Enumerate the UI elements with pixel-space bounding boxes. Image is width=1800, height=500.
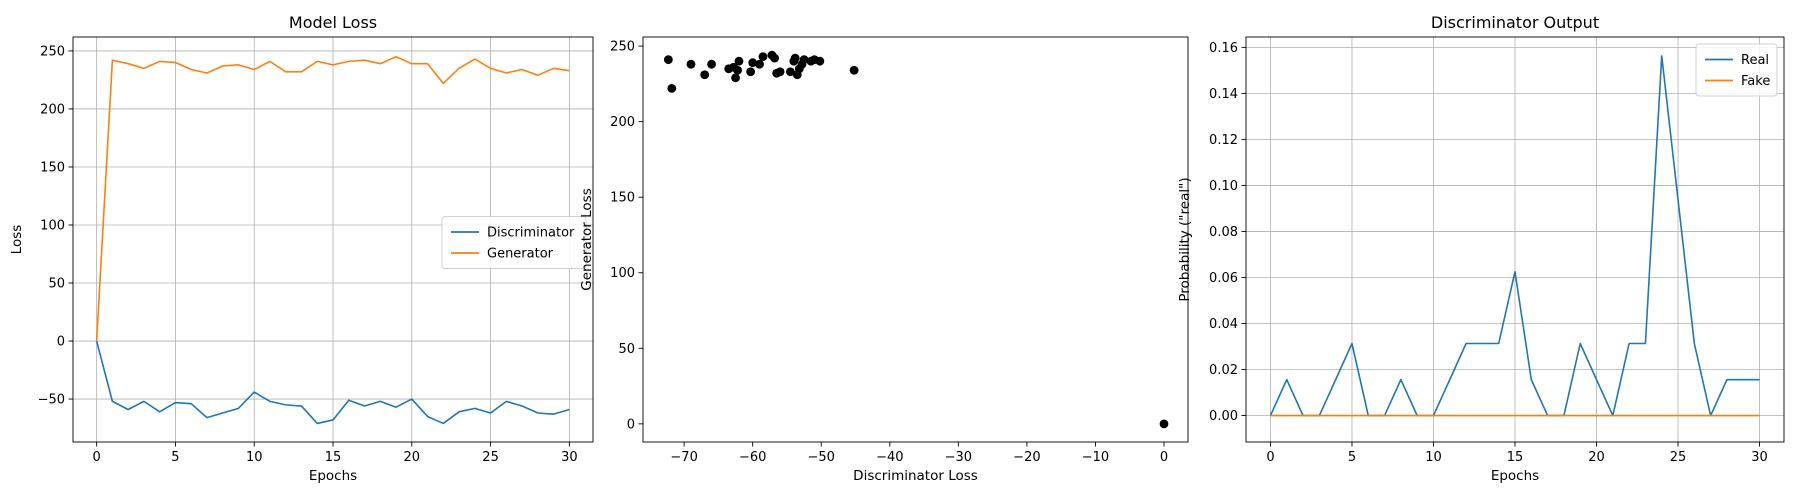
x-tick-label: 10 — [1425, 450, 1442, 465]
scatter-point — [785, 67, 795, 77]
scatter-point — [733, 65, 743, 75]
legend-label-generator: Generator — [487, 247, 554, 262]
scatter-point — [755, 59, 764, 69]
y-tick-label: 0.04 — [1209, 317, 1238, 332]
x-tick-label: 15 — [325, 450, 342, 465]
x-tick-label: 5 — [171, 450, 179, 465]
x-tick-label: −30 — [945, 450, 972, 465]
x-tick-label: 10 — [246, 450, 263, 465]
chart-title: Discriminator Output — [1431, 13, 1599, 32]
series-line-discriminator — [95, 340, 570, 425]
scatter-point — [731, 73, 740, 83]
y-axis-label: Loss — [9, 225, 25, 255]
scatter-point — [1159, 419, 1169, 429]
y-tick-label: 0.06 — [1209, 271, 1238, 286]
panel-model-loss: 0 5 10 15 20 25 30 −50 0 50 100 150 200 250 Epochs Loss… — [9, 13, 594, 484]
y-axis-label: Generator Loss — [579, 188, 595, 290]
x-tick-label: 15 — [1507, 450, 1524, 465]
x-tick-label: 5 — [1348, 450, 1356, 465]
x-tick-label: 0 — [92, 450, 100, 465]
scatter-point — [849, 65, 859, 75]
scatter-point — [815, 56, 825, 66]
legend-label-real: Real — [1741, 53, 1769, 68]
scatter-point — [707, 59, 716, 69]
series-line-generator — [95, 55, 570, 342]
scatter-point — [775, 67, 785, 77]
scatter-point — [700, 70, 710, 80]
y-axis-label: Probability ("real") — [1177, 177, 1193, 301]
y-tick-label: 50 — [618, 342, 635, 357]
y-tick-label: 100 — [610, 266, 635, 281]
chart-title: Model Loss — [289, 13, 377, 32]
y-tick-label: 0 — [627, 417, 635, 432]
legend: Real Fake — [1695, 43, 1778, 97]
scatter-point — [790, 53, 800, 63]
y-tick-label: 150 — [40, 160, 65, 175]
scatter-point — [686, 59, 696, 69]
legend-label-discriminator: Discriminator — [487, 226, 575, 241]
y-tick-label: 0 — [57, 335, 65, 350]
y-tick-label: 100 — [40, 218, 65, 233]
legend-box — [1695, 43, 1778, 97]
y-tick-label: 0.10 — [1209, 179, 1238, 194]
x-tick-label: 25 — [482, 450, 499, 465]
x-tick-label: −60 — [739, 450, 766, 465]
plot-area — [663, 50, 1169, 429]
y-tick-label: −50 — [38, 393, 65, 408]
legend-box — [441, 216, 587, 269]
y-tick-label: 200 — [40, 102, 65, 117]
legend-label-fake: Fake — [1741, 74, 1770, 89]
x-tick-label: −10 — [1082, 450, 1109, 465]
scatter-point — [667, 83, 677, 93]
scatter-point — [770, 53, 780, 63]
x-tick-label: 30 — [1751, 450, 1768, 465]
y-tick-label: 0.12 — [1209, 133, 1238, 148]
plot-area — [1269, 55, 1760, 417]
x-axis-label: Epochs — [1491, 468, 1539, 484]
y-tick-label: 150 — [610, 191, 635, 206]
axes-frame — [642, 36, 1189, 443]
scatter-point — [748, 58, 758, 68]
x-tick-label: 20 — [404, 450, 421, 465]
x-tick-label: 25 — [1670, 450, 1687, 465]
y-tick-label: 50 — [48, 277, 65, 292]
y-tick-label: 250 — [40, 44, 65, 59]
y-tick-label: 250 — [610, 40, 635, 55]
y-tick-label: 200 — [610, 115, 635, 130]
legend: Discriminator Generator — [441, 216, 587, 269]
plot-area — [95, 55, 570, 425]
y-tick-label: 0.00 — [1209, 409, 1238, 424]
x-tick-label: −50 — [808, 450, 835, 465]
x-tick-label: −40 — [876, 450, 903, 465]
x-axis-label: Epochs — [309, 468, 357, 484]
x-tick-label: 20 — [1588, 450, 1605, 465]
y-tick-label: 0.16 — [1209, 41, 1238, 56]
scatter-point — [799, 55, 809, 65]
scatter-point — [746, 67, 756, 77]
x-axis-label: Discriminator Loss — [853, 468, 978, 484]
x-tick-label: 0 — [1160, 450, 1168, 465]
x-tick-label: 0 — [1266, 450, 1274, 465]
x-tick-label: 30 — [561, 450, 578, 465]
x-tick-label: −20 — [1013, 450, 1040, 465]
scatter-point — [734, 56, 744, 66]
scatter-point — [758, 52, 768, 62]
series-line-real — [1269, 55, 1760, 417]
y-tick-label: 0.14 — [1209, 87, 1238, 102]
y-tick-label: 0.08 — [1209, 225, 1238, 240]
x-tick-label: −70 — [670, 450, 697, 465]
scatter-point — [663, 55, 673, 65]
panel-loss-scatter: −70 −60 −50 −40 −30 −20 −10 0 0 50 100 150 200 250 Dis… — [579, 36, 1189, 484]
panel-discriminator-output: 0 5 10 15 20 25 30 0.00 0.02 0.04 0.06 0.08 0.10 0.12… — [1177, 13, 1785, 484]
y-tick-label: 0.02 — [1209, 363, 1238, 378]
